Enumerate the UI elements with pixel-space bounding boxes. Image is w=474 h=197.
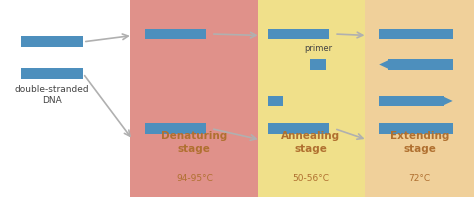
- Text: Extending
stage: Extending stage: [390, 131, 449, 154]
- Bar: [379, 29, 453, 39]
- Polygon shape: [442, 96, 453, 106]
- Bar: [379, 96, 444, 106]
- Text: primer: primer: [304, 44, 332, 53]
- Bar: [268, 123, 329, 134]
- Polygon shape: [379, 60, 390, 69]
- Bar: [21, 36, 83, 47]
- Bar: [310, 59, 326, 70]
- Text: Annealing
stage: Annealing stage: [281, 131, 340, 154]
- Bar: [145, 123, 206, 134]
- Bar: [379, 123, 453, 134]
- Text: 50-56°C: 50-56°C: [292, 174, 329, 183]
- Bar: [388, 59, 453, 70]
- Bar: [21, 68, 83, 79]
- Text: 94-95°C: 94-95°C: [176, 174, 213, 183]
- Text: 72°C: 72°C: [409, 174, 430, 183]
- Bar: [268, 29, 329, 39]
- Bar: [145, 29, 206, 39]
- Text: double-stranded
DNA: double-stranded DNA: [15, 85, 90, 105]
- Bar: [268, 96, 283, 106]
- Bar: [365, 0, 474, 197]
- Bar: [130, 0, 258, 197]
- Bar: [258, 0, 365, 197]
- Text: Denaturing
stage: Denaturing stage: [161, 131, 228, 154]
